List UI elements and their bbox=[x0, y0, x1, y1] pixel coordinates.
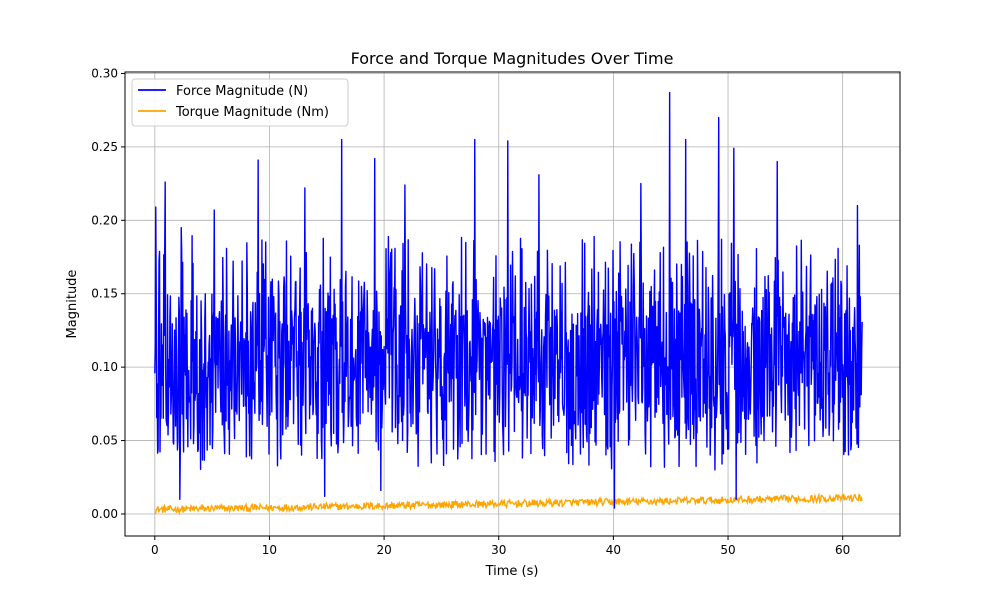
x-axis-label: Time (s) bbox=[485, 564, 539, 579]
series-layer bbox=[154, 91, 863, 516]
legend: Force Magnitude (N) Torque Magnitude (Nm… bbox=[131, 78, 349, 127]
y-axis: 0.00 0.05 0.10 0.15 0.20 0.25 0.30 bbox=[91, 66, 125, 521]
y-tick-label: 0.10 bbox=[91, 360, 118, 374]
series-line-torque bbox=[154, 492, 863, 516]
x-tick-label: 10 bbox=[262, 543, 277, 557]
y-tick-label: 0.05 bbox=[91, 434, 118, 448]
y-tick-label: 0.25 bbox=[91, 140, 118, 154]
legend-label-force: Force Magnitude (N) bbox=[176, 84, 308, 99]
y-axis-label: Magnitude bbox=[65, 270, 80, 339]
plot-frame bbox=[124, 71, 901, 537]
legend-box bbox=[131, 78, 349, 127]
series-line-force bbox=[154, 91, 863, 509]
chart-title: Force and Torque Magnitudes Over Time bbox=[351, 49, 674, 68]
y-tick-label: 0.20 bbox=[91, 213, 118, 227]
x-tick-label: 40 bbox=[606, 543, 621, 557]
x-axis: 0 10 20 30 40 50 60 bbox=[151, 536, 850, 557]
x-tick-label: 60 bbox=[835, 543, 850, 557]
x-tick-label: 30 bbox=[491, 543, 506, 557]
legend-label-torque: Torque Magnitude (Nm) bbox=[175, 105, 329, 120]
x-tick-label: 0 bbox=[151, 543, 159, 557]
y-tick-label: 0.15 bbox=[91, 287, 118, 301]
y-tick-label: 0.30 bbox=[91, 66, 118, 80]
x-tick-label: 50 bbox=[720, 543, 735, 557]
y-tick-label: 0.00 bbox=[91, 507, 118, 521]
x-tick-label: 20 bbox=[376, 543, 391, 557]
